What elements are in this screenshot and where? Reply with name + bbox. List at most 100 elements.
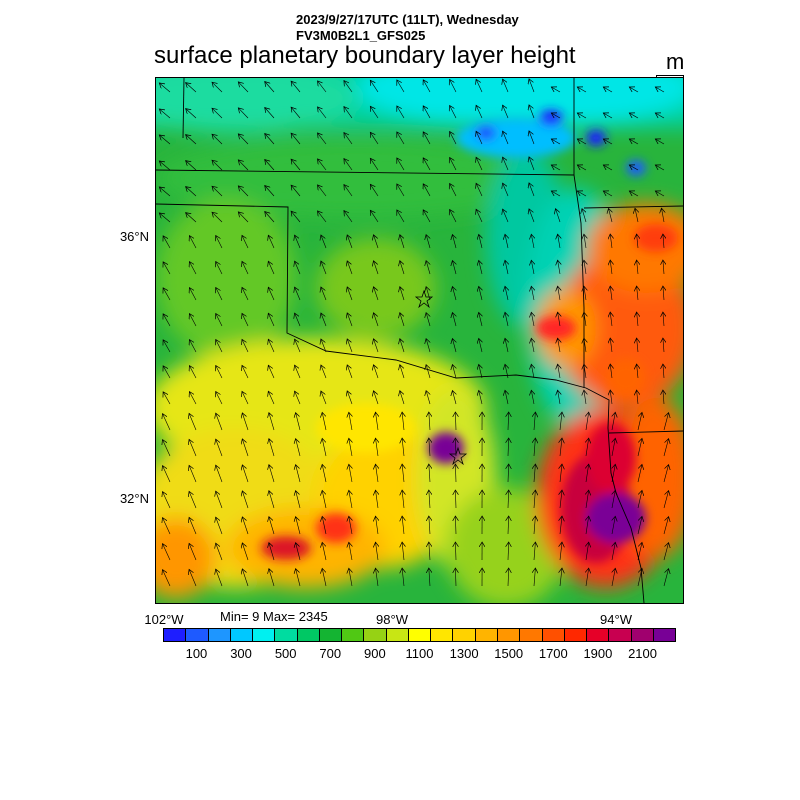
wind-vector [265,82,275,93]
wind-vector [163,518,171,535]
wind-vector [212,82,223,93]
min-max-label: Min= 9 Max= 2345 [220,609,328,624]
wind-vector [560,516,562,535]
wind-vector [629,191,639,197]
colorbar-swatch [186,629,209,641]
wind-vector [635,208,638,223]
wind-vector [586,412,589,431]
colorbar-tick-label: 300 [230,646,252,661]
wind-vector [376,412,379,431]
wind-vector [455,568,456,587]
wind-vector [216,366,223,379]
wind-vector [663,517,669,535]
wind-vector [577,165,587,171]
wind-vector [508,412,509,431]
wind-vector [242,569,249,587]
wind-vector [291,159,301,171]
wind-vector [400,235,405,249]
wind-vector [402,490,404,509]
wind-vector [265,186,275,197]
wind-vector [268,313,275,327]
wind-vector [503,209,509,223]
wind-vector [159,187,171,197]
wind-vector [603,87,613,93]
wind-vector [295,365,301,379]
wind-vector [586,542,589,561]
wind-vector [163,340,171,353]
wind-vector [370,158,379,171]
colorbar-swatch [564,629,588,641]
wind-vector [629,87,639,93]
wind-vector [505,390,508,405]
wind-vector [189,236,197,249]
wind-vector [163,466,171,483]
wind-vector [321,365,327,379]
wind-vector [423,132,431,145]
wind-vector [291,81,301,93]
wind-vector [534,464,535,483]
wind-vector [476,183,483,197]
colorbar-swatch [542,629,565,641]
wind-vector [476,79,483,93]
wind-vector [479,260,482,275]
wind-vector [551,165,561,171]
wind-vector [238,134,249,145]
wind-vector [558,312,560,327]
wind-vector [455,464,456,483]
wind-vector [347,365,353,379]
wind-vector [321,235,327,249]
wind-vector [503,183,509,197]
wind-vector [347,339,353,353]
wind-vector [265,212,275,223]
wind-vector [349,568,352,587]
wind-vector [242,517,249,535]
wind-vector [560,464,562,483]
wind-vector [186,135,197,145]
wind-vector [603,139,613,145]
wind-vector [189,413,197,431]
wind-vector [186,161,197,171]
wind-vector [212,186,223,197]
wind-vector [508,568,509,587]
wind-vector [212,160,223,171]
wind-vector [269,439,275,457]
wind-vector [238,212,249,223]
wind-vector [268,261,275,275]
pbl-height-map [156,78,683,603]
wind-vector [347,313,353,327]
wind-vector [402,438,404,457]
wind-vector [584,260,586,275]
wind-vector [663,234,664,249]
wind-vector [529,209,535,223]
lat-label-32n: 32°N [119,491,149,506]
wind-vector [655,87,665,93]
wind-vector [374,235,379,249]
wind-vector [505,234,508,249]
wind-vector [400,391,405,405]
wind-vector [508,516,509,535]
wind-vector [610,364,612,379]
wind-vector [663,543,669,561]
wind-vector [269,517,275,535]
map-panel[interactable] [155,77,684,604]
wind-vector [452,365,456,379]
colorbar-tick-label: 100 [185,646,208,661]
wind-vector [637,568,642,587]
colorbar-tick-label: 1500 [494,646,524,661]
wind-vector [584,338,586,353]
wind-vector [189,340,197,353]
wind-vector [163,570,171,587]
wind-vector [321,391,327,405]
wind-vector [322,542,327,561]
wind-vector [163,262,171,275]
wind-vector [163,544,171,561]
wind-vector [584,286,586,301]
colorbar-tick-label: 1100 [405,646,434,661]
wind-vector [429,412,430,431]
wind-vector [349,516,352,535]
wind-vector [344,211,353,223]
wind-vector [577,139,587,145]
wind-vector [479,234,482,249]
wind-vector [508,438,509,457]
wind-vector [586,490,589,509]
